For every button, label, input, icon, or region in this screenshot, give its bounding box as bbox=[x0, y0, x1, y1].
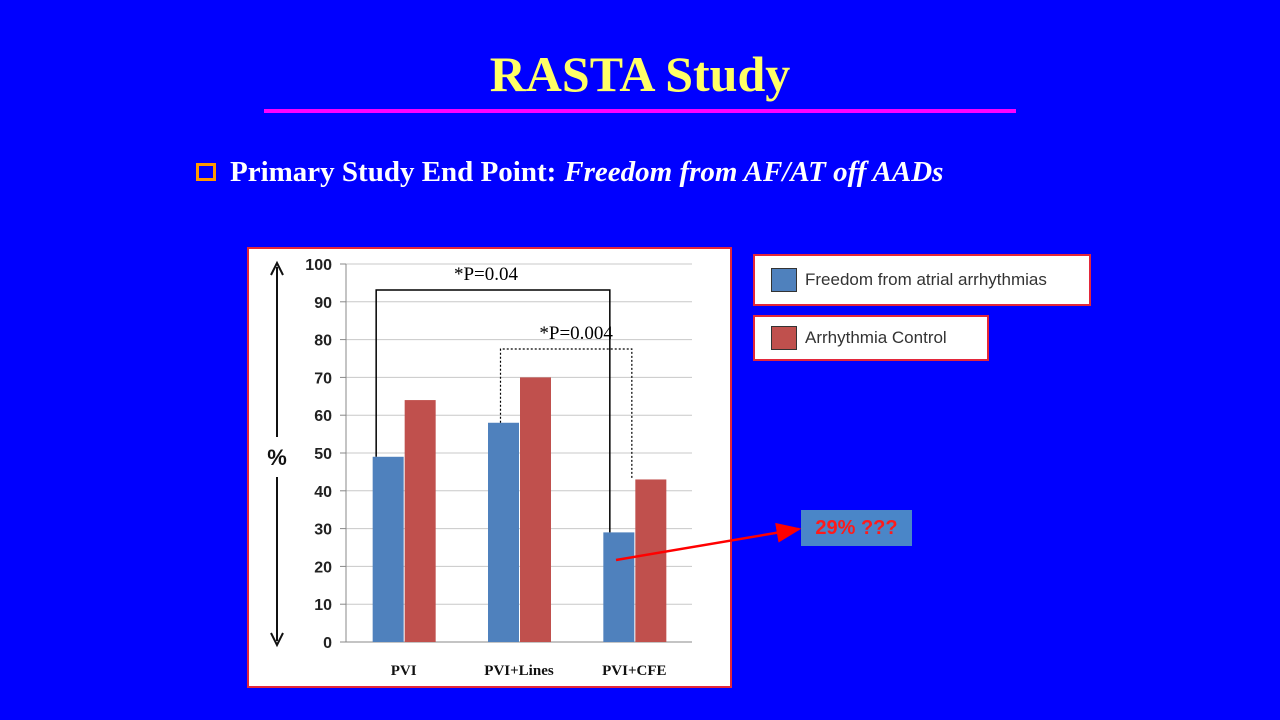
slide-title: RASTA Study bbox=[489, 46, 791, 102]
bar-series-2 bbox=[520, 377, 551, 642]
significance-bracket bbox=[499, 348, 633, 480]
bar-series-1 bbox=[603, 532, 635, 642]
chart-panel: 0 10 20 30 40 50 60 70 80 90 100% PVI PVI+Lines PVI+C… bbox=[247, 247, 732, 688]
y-tick-label: 60 bbox=[314, 408, 332, 425]
square-bullet-icon bbox=[196, 163, 216, 181]
legend-item-series-2: Arrhythmia Control bbox=[753, 315, 989, 361]
y-axis-label: % bbox=[267, 445, 287, 470]
y-tick-label: 20 bbox=[314, 559, 332, 576]
bar-series-1 bbox=[372, 456, 404, 642]
significance-label: *P=0.004 bbox=[539, 323, 613, 344]
y-tick-label: 90 bbox=[314, 295, 332, 312]
x-tick-label: PVI+Lines bbox=[484, 663, 554, 679]
legend-swatch-series-1 bbox=[771, 268, 797, 292]
y-tick-label: 100 bbox=[305, 257, 332, 274]
y-tick-label: 80 bbox=[314, 333, 332, 350]
bar-series-1 bbox=[488, 422, 519, 642]
significance-bracket bbox=[375, 289, 611, 533]
callout-label: 29% ??? bbox=[801, 510, 912, 546]
down-arrowhead-icon bbox=[270, 632, 284, 648]
bar-series-2 bbox=[404, 400, 436, 642]
title-underline bbox=[264, 109, 1016, 113]
bullet-italic-text: Freedom from AF/AT off AADs bbox=[564, 155, 944, 188]
legend-label-series-2: Arrhythmia Control bbox=[805, 328, 947, 347]
y-tick-label: 40 bbox=[314, 484, 332, 501]
y-tick-label: 70 bbox=[314, 370, 332, 387]
legend-swatch-series-2 bbox=[771, 326, 797, 350]
x-tick-label: PVI+CFE bbox=[602, 663, 666, 679]
legend-item-series-1: Freedom from atrial arrhythmias bbox=[753, 254, 1091, 306]
y-tick-label: 0 bbox=[323, 635, 332, 652]
y-tick-label: 50 bbox=[314, 446, 332, 463]
y-tick-label: 30 bbox=[314, 522, 332, 539]
up-arrowhead-icon bbox=[270, 260, 284, 276]
bullet-point: Primary Study End Point: Freedom from AF… bbox=[196, 152, 943, 192]
legend-label-series-1: Freedom from atrial arrhythmias bbox=[805, 270, 1047, 289]
bar-chart: 0 10 20 30 40 50 60 70 80 90 100% PVI PVI+Lines PVI+C… bbox=[267, 257, 692, 679]
y-tick-label: 10 bbox=[314, 597, 332, 614]
bar-series-2 bbox=[635, 479, 667, 642]
bullet-label: Primary Study End Point: bbox=[230, 155, 557, 188]
x-tick-label: PVI bbox=[391, 663, 417, 679]
significance-label: *P=0.04 bbox=[454, 264, 519, 285]
